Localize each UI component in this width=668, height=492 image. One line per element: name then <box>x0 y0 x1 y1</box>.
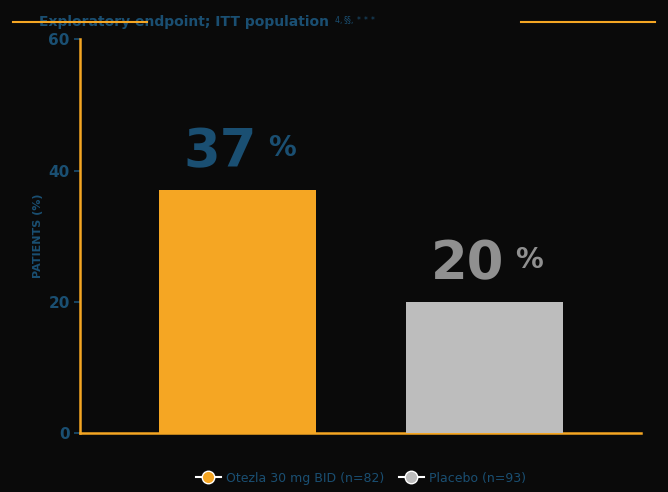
Text: Exploratory endpoint; ITT population: Exploratory endpoint; ITT population <box>39 15 334 29</box>
Legend: Otezla 30 mg BID (n=82), Placebo (n=93): Otezla 30 mg BID (n=82), Placebo (n=93) <box>190 467 531 490</box>
Text: 20: 20 <box>431 238 504 290</box>
Y-axis label: PATIENTS (%): PATIENTS (%) <box>33 194 43 278</box>
Bar <box>159 190 316 433</box>
Bar <box>405 302 562 433</box>
Text: %: % <box>268 134 296 162</box>
Text: 37: 37 <box>184 126 257 179</box>
Text: $^{4,\S\S,***}$: $^{4,\S\S,***}$ <box>334 17 376 27</box>
Text: %: % <box>515 246 543 274</box>
